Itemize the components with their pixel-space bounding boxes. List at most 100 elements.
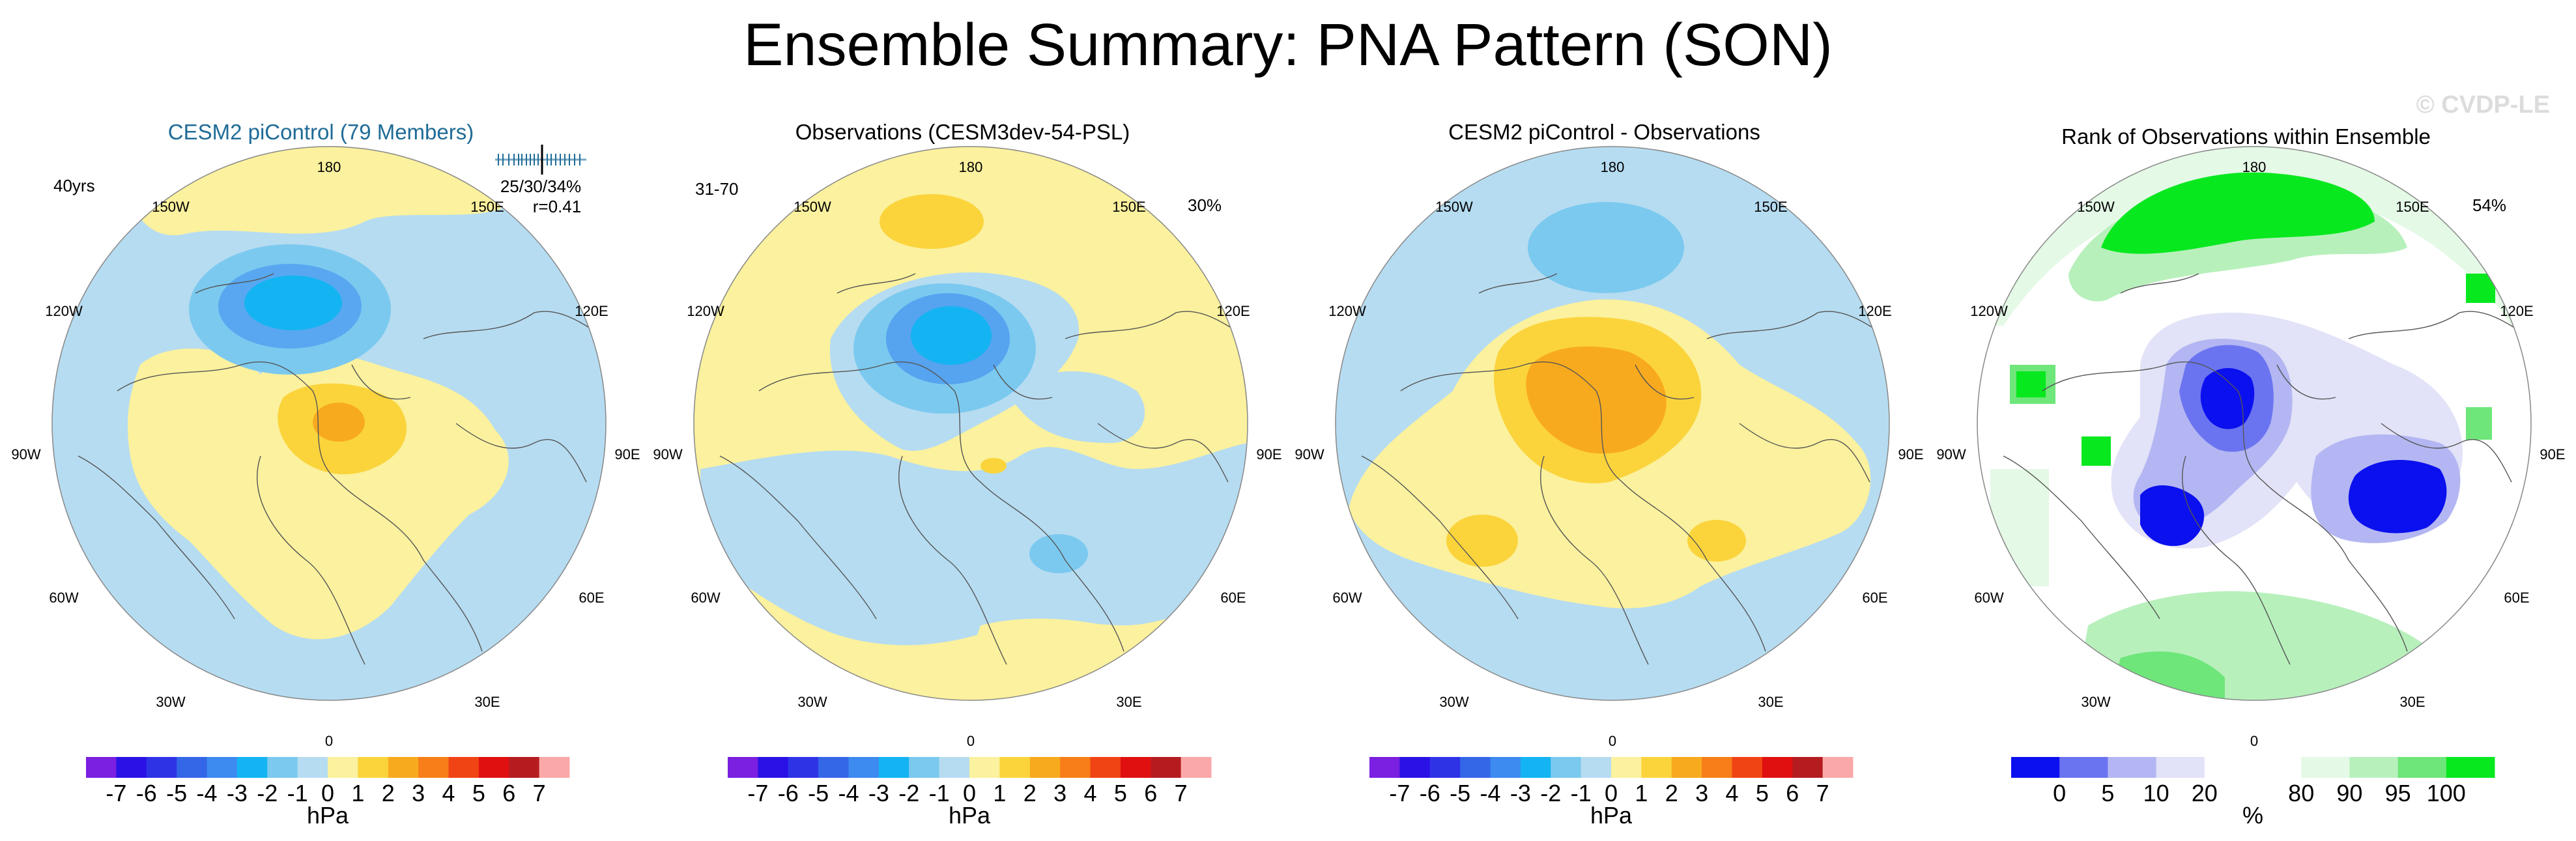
colorbar-swatch	[448, 757, 479, 778]
colorbar-swatch	[1671, 757, 1702, 778]
years-label: 40yrs	[53, 176, 95, 195]
lon-label: 150E	[2396, 199, 2429, 215]
colorbar-swatch	[388, 757, 419, 778]
stats-correlation: r=0.41	[533, 197, 581, 216]
lon-label: 150W	[152, 199, 190, 215]
lon-label: 30W	[797, 694, 827, 710]
colorbar-swatch	[1181, 757, 1212, 778]
colorbar-swatch	[539, 757, 570, 778]
lon-label: 30W	[2081, 694, 2110, 710]
positive-arctic-inner	[1526, 346, 1667, 454]
colorbar-unit: hPa	[949, 802, 991, 829]
lon-label: 30E	[1116, 694, 1141, 710]
colorbar-swatch	[848, 757, 880, 778]
positive-top-core	[880, 194, 984, 249]
lon-label: 180	[959, 159, 983, 175]
lon-label: 90W	[11, 446, 40, 463]
lon-label: 150W	[794, 199, 831, 215]
colorbar-swatch	[177, 757, 207, 778]
colorbar-tick-label: -2	[898, 780, 919, 806]
colorbar-tick-label: 7	[1175, 780, 1188, 806]
coastlines	[1361, 273, 1889, 665]
positive-atlantic-core	[1446, 515, 1518, 567]
colorbar-swatch	[788, 757, 819, 778]
colorbar-tick-label: 2	[1665, 780, 1678, 806]
colorbar-swatch	[2301, 757, 2350, 778]
colorbar-swatches	[728, 757, 1212, 778]
lon-label: 60E	[1220, 590, 1246, 606]
colorbar-tick-label: 3	[412, 780, 425, 806]
lon-label: 120E	[1216, 303, 1250, 319]
colorbar-swatch	[328, 757, 358, 778]
colorbar-tick-label: 0	[321, 780, 334, 806]
percent-label: 30%	[1188, 195, 1222, 215]
colorbar-swatch	[1460, 757, 1491, 778]
colorbar-swatch	[86, 757, 117, 778]
colorbar-swatch	[2059, 757, 2108, 778]
lon-label: 150W	[2077, 199, 2115, 215]
colorbar-tick-label: -5	[166, 780, 187, 806]
map-difference: 180 150E 120E 90E 60E 30E 0 30W 60W 90W …	[1295, 146, 1924, 749]
green-patch-east-strong	[2466, 274, 2495, 303]
lon-labels: 180 150E 120E 90E 60E 30E 0 30W 60W 90W …	[1295, 159, 1923, 749]
lon-label: 60E	[579, 590, 604, 606]
lon-label: 30E	[2399, 694, 2425, 710]
lon-label: 120W	[687, 303, 724, 319]
colorbar-swatch	[1369, 757, 1400, 778]
colorbar-swatch	[2156, 757, 2205, 778]
colorbar-tick-label: 4	[442, 780, 455, 806]
colorbar-tick-label: 1	[351, 780, 364, 806]
positive-siberia-core	[1687, 520, 1746, 562]
lon-label: 150W	[1435, 199, 1473, 215]
colorbar-tick-label: 3	[1695, 780, 1708, 806]
colorbar-tick-label: -3	[1510, 780, 1531, 806]
colorbar-swatch	[999, 757, 1031, 778]
colorbar-swatch	[478, 757, 509, 778]
colorbar-swatch	[878, 757, 909, 778]
lon-label: 150E	[1112, 199, 1145, 215]
colorbar-tick-label: -7	[106, 780, 126, 806]
colorbar-unit: hPa	[307, 802, 349, 829]
colorbar-swatch	[1029, 757, 1061, 778]
colorbar-tick-label: 5	[1756, 780, 1769, 806]
colorbar-swatch	[1090, 757, 1121, 778]
lon-label: 90E	[1256, 446, 1281, 463]
lon-label: 180	[1601, 159, 1625, 175]
coastlines	[719, 273, 1248, 665]
negative-region	[700, 443, 1248, 646]
colorbar-tick-label: 4	[1083, 780, 1096, 806]
colorbar-swatch	[2397, 757, 2447, 778]
colorbar-tick-label: 5	[1114, 780, 1127, 806]
colorbar-tick-label: -3	[227, 780, 248, 806]
colorbar-observations: -7 -6 -5 -4 -3 -2 -1 0 1 2 3 4 5 6 7 hPa	[728, 757, 1212, 829]
colorbar-swatch	[1792, 757, 1824, 778]
positive-core-inner	[313, 403, 365, 442]
negative-pacific-core	[1528, 202, 1684, 293]
colorbar-tick-label: -1	[929, 780, 950, 806]
colorbar-swatch	[2011, 757, 2060, 778]
panel-title: CESM2 piControl (79 Members)	[167, 120, 474, 144]
lon-label: 90W	[1936, 446, 1966, 463]
colorbar-tick-label: 7	[533, 780, 546, 806]
colorbar-unit: %	[2242, 802, 2263, 829]
colorbar-swatch	[2446, 757, 2495, 778]
panel-model: CESM2 piControl (79 Members) 40yrs	[0, 0, 642, 841]
blue-strong-east	[2348, 460, 2447, 534]
colorbar-ticks: -7 -6 -5 -4 -3 -2 -1 0 1 2 3 4 5 6 7	[747, 780, 1187, 806]
colorbar-swatches	[2011, 757, 2495, 778]
colorbar-swatch	[358, 757, 389, 778]
colorbar-tick-label: 2	[1023, 780, 1037, 806]
percent-label: 54%	[2472, 195, 2507, 215]
colorbar-swatch	[909, 757, 940, 778]
colorbar-swatch	[2204, 757, 2254, 778]
main-title: Ensemble Summary: PNA Pattern (SON)	[743, 12, 1833, 78]
lon-label: 60W	[1332, 590, 1362, 606]
colorbar-tick-label: 80	[2288, 780, 2314, 806]
colorbar-swatch	[969, 757, 1000, 778]
colorbar-rank: 0 5 10 20 80 90 95 100 %	[2011, 757, 2495, 829]
colorbar-ticks: 0 5 10 20 80 90 95 100	[2053, 780, 2466, 806]
negative-inner	[244, 276, 342, 330]
colorbar-tick-label: 3	[1053, 780, 1066, 806]
colorbar-swatch	[1551, 757, 1582, 778]
lon-label: 120W	[1970, 303, 2008, 319]
